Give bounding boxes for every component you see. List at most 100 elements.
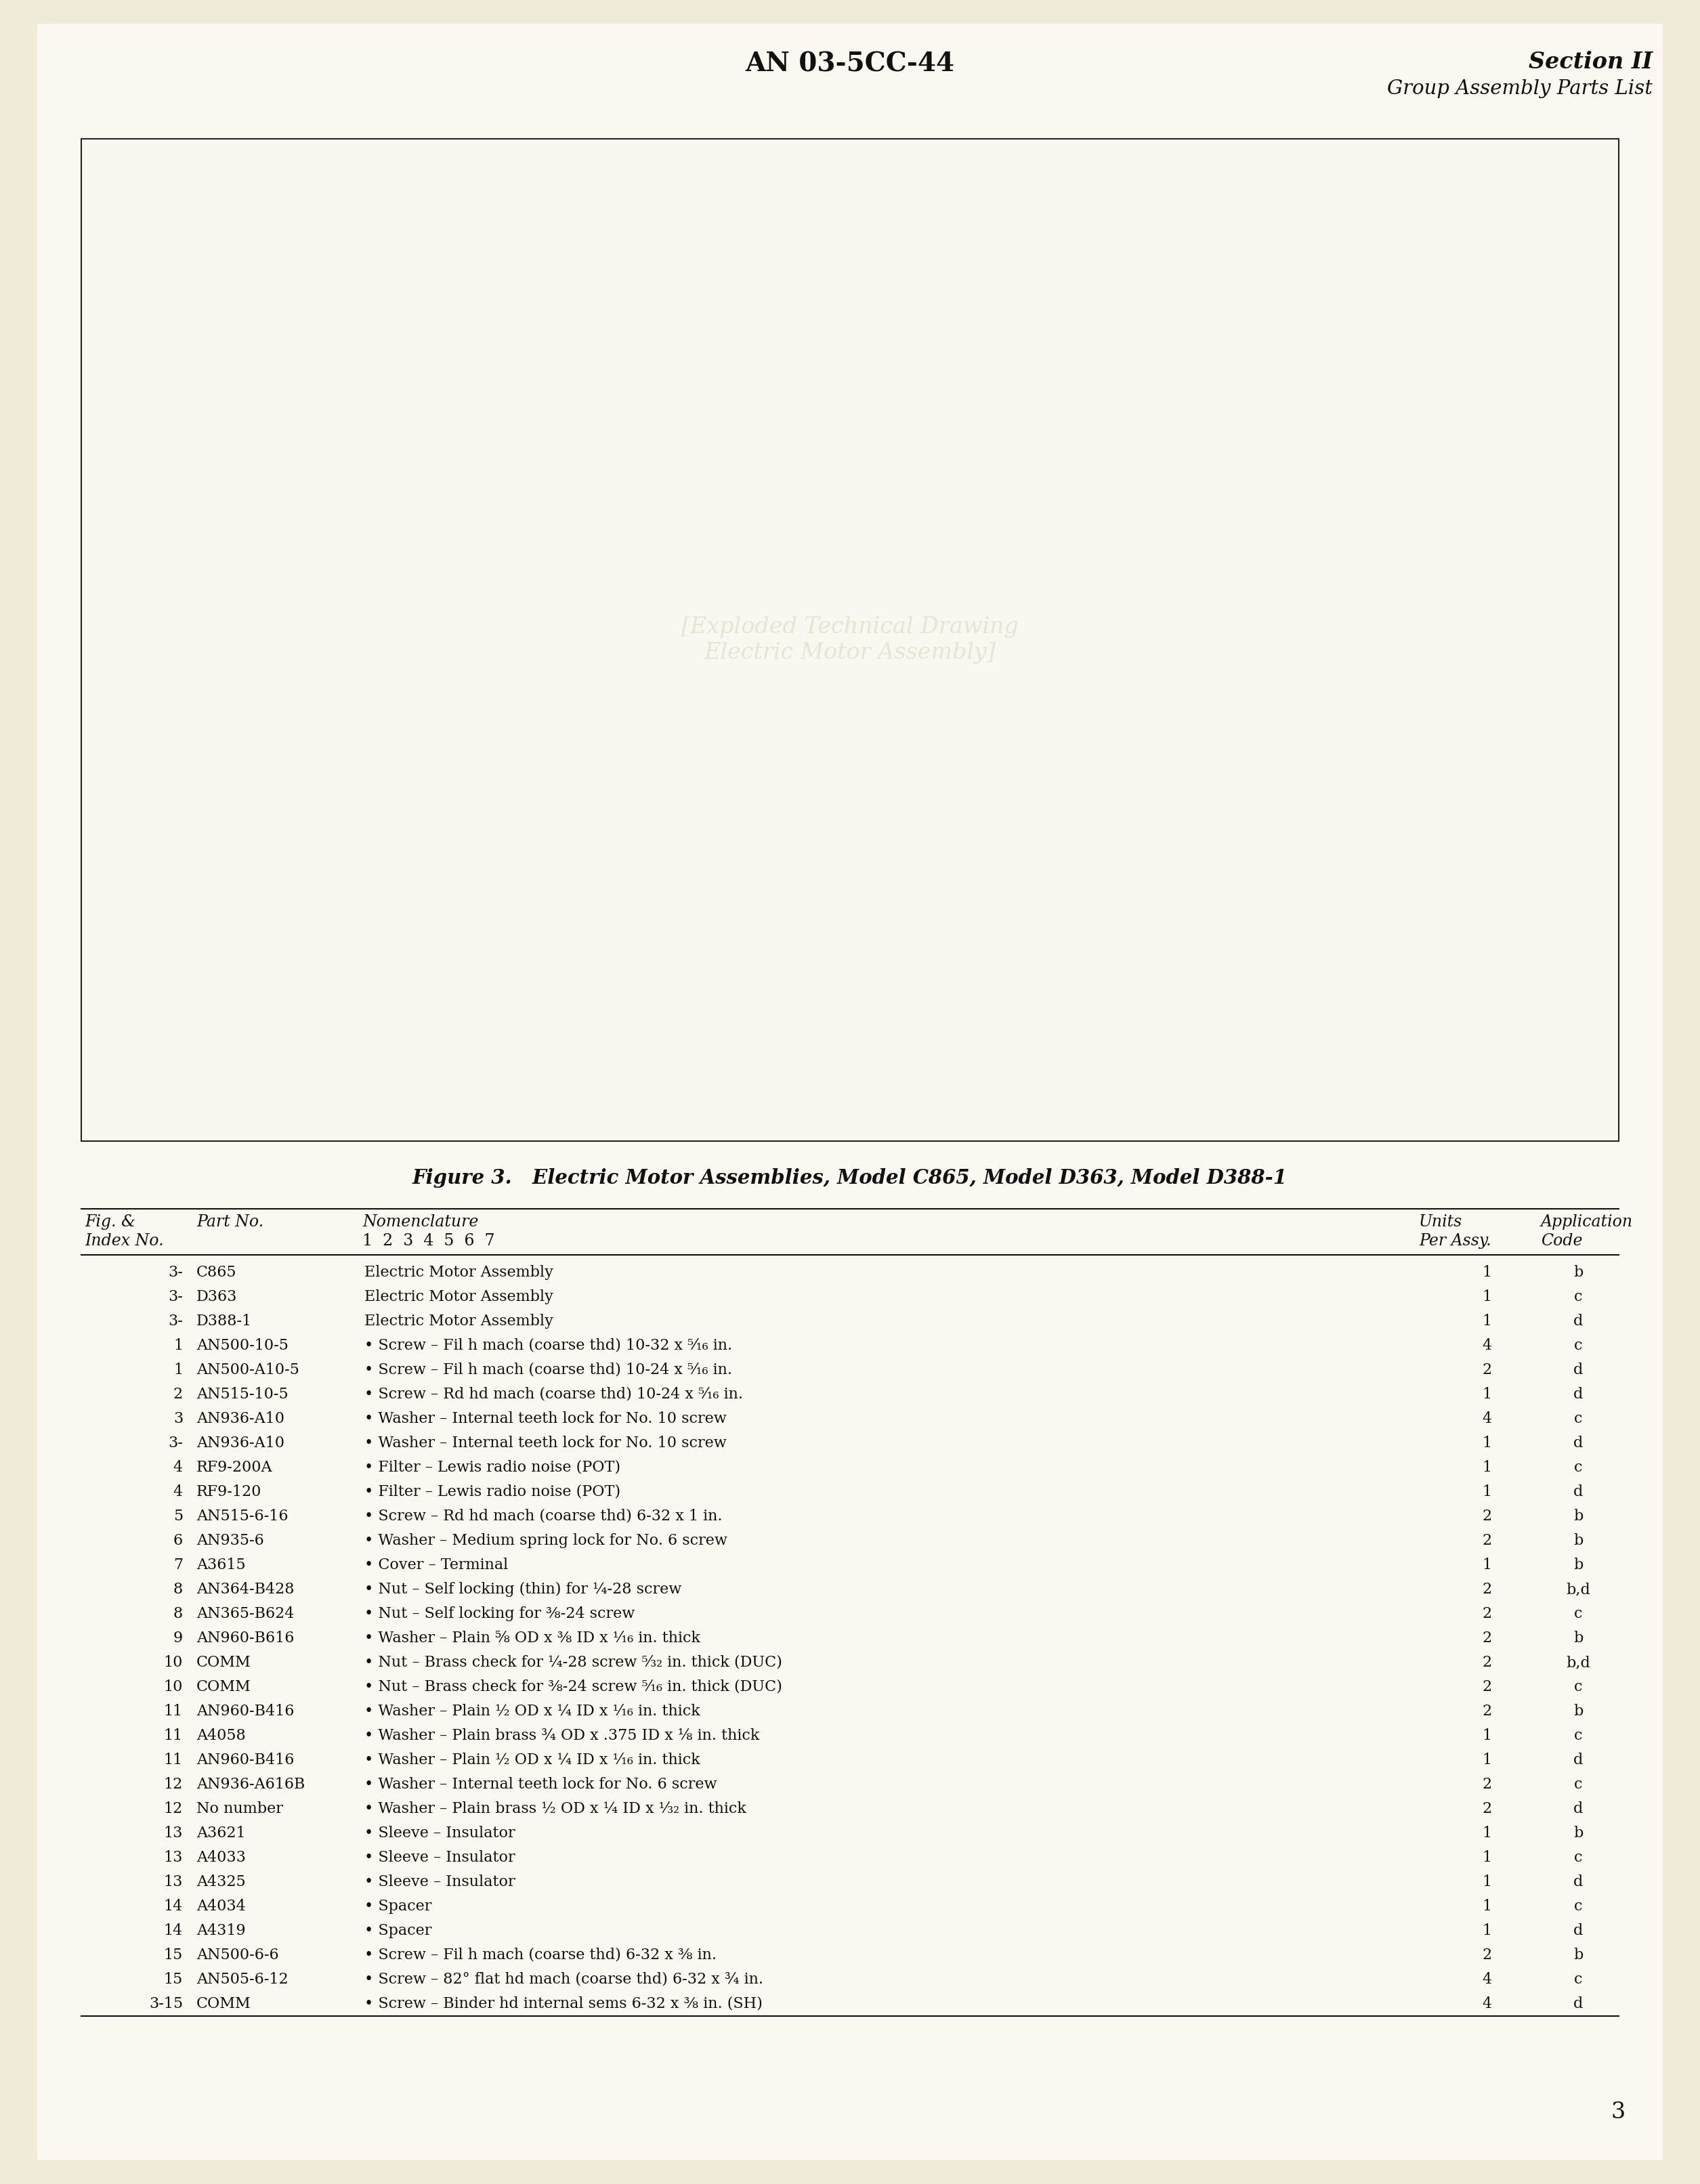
Text: 3-: 3- bbox=[168, 1435, 184, 1450]
Text: Per Assy.: Per Assy. bbox=[1419, 1234, 1491, 1249]
Text: 9: 9 bbox=[173, 1631, 184, 1645]
Text: AN960-B416: AN960-B416 bbox=[197, 1752, 294, 1767]
Text: 3-: 3- bbox=[168, 1315, 184, 1328]
Text: 1: 1 bbox=[173, 1363, 184, 1378]
Text: • Screw – Rd hd mach (coarse thd) 10-24 x ⁵⁄₁₆ in.: • Screw – Rd hd mach (coarse thd) 10-24 … bbox=[364, 1387, 743, 1402]
Text: C865: C865 bbox=[197, 1265, 236, 1280]
Text: • Washer – Plain ½ OD x ¼ ID x ¹⁄₁₆ in. thick: • Washer – Plain ½ OD x ¼ ID x ¹⁄₁₆ in. … bbox=[364, 1752, 700, 1767]
Text: Application: Application bbox=[1540, 1214, 1634, 1230]
Text: • Cover – Terminal: • Cover – Terminal bbox=[364, 1557, 508, 1572]
Text: b: b bbox=[1572, 1557, 1583, 1572]
Text: 11: 11 bbox=[163, 1752, 184, 1767]
Text: Electric Motor Assembly: Electric Motor Assembly bbox=[364, 1265, 552, 1280]
Text: • Sleeve – Insulator: • Sleeve – Insulator bbox=[364, 1874, 515, 1889]
Text: 2: 2 bbox=[1482, 1581, 1491, 1597]
Text: AN500-10-5: AN500-10-5 bbox=[197, 1339, 289, 1354]
Text: • Washer – Medium spring lock for No. 6 screw: • Washer – Medium spring lock for No. 6 … bbox=[364, 1533, 728, 1548]
Text: b: b bbox=[1572, 1826, 1583, 1841]
Text: Index No.: Index No. bbox=[85, 1234, 163, 1249]
Text: D363: D363 bbox=[197, 1289, 238, 1304]
Text: 13: 13 bbox=[163, 1874, 184, 1889]
Text: • Washer – Plain brass ¾ OD x .375 ID x ⅛ in. thick: • Washer – Plain brass ¾ OD x .375 ID x … bbox=[364, 1728, 760, 1743]
Text: • Nut – Self locking for ⅜-24 screw: • Nut – Self locking for ⅜-24 screw bbox=[364, 1607, 634, 1621]
Text: b: b bbox=[1572, 1509, 1583, 1524]
Text: AN500-A10-5: AN500-A10-5 bbox=[197, 1363, 299, 1378]
Text: A3615: A3615 bbox=[197, 1557, 245, 1572]
Text: A4034: A4034 bbox=[197, 1898, 246, 1913]
Text: d: d bbox=[1572, 1485, 1583, 1500]
Text: Electric Motor Assembly: Electric Motor Assembly bbox=[364, 1315, 552, 1328]
Text: 1: 1 bbox=[1482, 1898, 1491, 1913]
Text: 1: 1 bbox=[1482, 1289, 1491, 1304]
Text: 1: 1 bbox=[1482, 1826, 1491, 1841]
Text: AN515-6-16: AN515-6-16 bbox=[197, 1509, 289, 1524]
Text: 10: 10 bbox=[163, 1679, 184, 1695]
Text: c: c bbox=[1574, 1411, 1583, 1426]
Text: • Screw – Rd hd mach (coarse thd) 6-32 x 1 in.: • Screw – Rd hd mach (coarse thd) 6-32 x… bbox=[364, 1509, 722, 1524]
Text: 2: 2 bbox=[1482, 1802, 1491, 1817]
Text: 1: 1 bbox=[1482, 1387, 1491, 1402]
Text: • Washer – Plain ⅝ OD x ⅜ ID x ¹⁄₁₆ in. thick: • Washer – Plain ⅝ OD x ⅜ ID x ¹⁄₁₆ in. … bbox=[364, 1631, 700, 1645]
Text: 2: 2 bbox=[1482, 1533, 1491, 1548]
Text: b: b bbox=[1572, 1533, 1583, 1548]
Text: 2: 2 bbox=[1482, 1778, 1491, 1791]
Text: d: d bbox=[1572, 1924, 1583, 1937]
Text: • Washer – Internal teeth lock for No. 6 screw: • Washer – Internal teeth lock for No. 6… bbox=[364, 1778, 717, 1791]
Text: 13: 13 bbox=[163, 1826, 184, 1841]
Text: RF9-200A: RF9-200A bbox=[197, 1461, 272, 1474]
Text: 1: 1 bbox=[1482, 1461, 1491, 1474]
Text: b: b bbox=[1572, 1631, 1583, 1645]
Text: AN960-B416: AN960-B416 bbox=[197, 1704, 294, 1719]
Text: • Nut – Brass check for ¼-28 screw ⁵⁄₃₂ in. thick (DUC): • Nut – Brass check for ¼-28 screw ⁵⁄₃₂ … bbox=[364, 1655, 782, 1671]
Text: Fig. &: Fig. & bbox=[85, 1214, 136, 1230]
Bar bbox=[83, 140, 1617, 1140]
Text: • Sleeve – Insulator: • Sleeve – Insulator bbox=[364, 1850, 515, 1865]
Text: AN936-A10: AN936-A10 bbox=[197, 1435, 284, 1450]
Text: 1: 1 bbox=[1482, 1874, 1491, 1889]
Text: 2: 2 bbox=[1482, 1655, 1491, 1671]
Text: 3-15: 3-15 bbox=[150, 1996, 184, 2011]
Text: 8: 8 bbox=[173, 1607, 184, 1621]
Text: b: b bbox=[1572, 1265, 1583, 1280]
Text: 1: 1 bbox=[1482, 1557, 1491, 1572]
Text: Units: Units bbox=[1419, 1214, 1462, 1230]
Text: [Exploded Technical Drawing
Electric Motor Assembly]: [Exploded Technical Drawing Electric Mot… bbox=[682, 616, 1018, 664]
Text: 15: 15 bbox=[163, 1972, 184, 1987]
Text: 1: 1 bbox=[1482, 1752, 1491, 1767]
Text: 12: 12 bbox=[163, 1802, 184, 1817]
Text: 12: 12 bbox=[163, 1778, 184, 1791]
Text: 2: 2 bbox=[1482, 1704, 1491, 1719]
Text: Group Assembly Parts List: Group Assembly Parts List bbox=[1387, 79, 1652, 98]
Text: 3-: 3- bbox=[168, 1289, 184, 1304]
Text: Section II: Section II bbox=[1528, 50, 1652, 72]
Text: 11: 11 bbox=[163, 1704, 184, 1719]
Text: 14: 14 bbox=[163, 1898, 184, 1913]
Text: AN935-6: AN935-6 bbox=[197, 1533, 264, 1548]
Text: 1: 1 bbox=[1482, 1850, 1491, 1865]
Text: 1: 1 bbox=[1482, 1728, 1491, 1743]
Text: AN364-B428: AN364-B428 bbox=[197, 1581, 294, 1597]
Text: 1: 1 bbox=[1482, 1924, 1491, 1937]
Text: • Screw – Fil h mach (coarse thd) 6-32 x ⅜ in.: • Screw – Fil h mach (coarse thd) 6-32 x… bbox=[364, 1948, 717, 1963]
Text: d: d bbox=[1572, 1387, 1583, 1402]
Text: 7: 7 bbox=[173, 1557, 184, 1572]
Text: c: c bbox=[1574, 1972, 1583, 1987]
Text: 1  2  3  4  5  6  7: 1 2 3 4 5 6 7 bbox=[362, 1234, 495, 1249]
Text: • Sleeve – Insulator: • Sleeve – Insulator bbox=[364, 1826, 515, 1841]
Text: COMM: COMM bbox=[197, 1679, 252, 1695]
Text: 1: 1 bbox=[1482, 1265, 1491, 1280]
Text: b: b bbox=[1572, 1704, 1583, 1719]
Text: 4: 4 bbox=[1482, 1411, 1491, 1426]
Text: • Filter – Lewis radio noise (POT): • Filter – Lewis radio noise (POT) bbox=[364, 1485, 620, 1500]
Text: D388-1: D388-1 bbox=[197, 1315, 252, 1328]
Bar bbox=[82, 140, 1618, 1140]
Text: Nomenclature: Nomenclature bbox=[362, 1214, 478, 1230]
Text: 4: 4 bbox=[1482, 1972, 1491, 1987]
Text: • Nut – Brass check for ⅜-24 screw ⁵⁄₁₆ in. thick (DUC): • Nut – Brass check for ⅜-24 screw ⁵⁄₁₆ … bbox=[364, 1679, 782, 1695]
Text: Code: Code bbox=[1540, 1234, 1583, 1249]
Text: c: c bbox=[1574, 1339, 1583, 1354]
Text: • Screw – Binder hd internal sems 6-32 x ⅜ in. (SH): • Screw – Binder hd internal sems 6-32 x… bbox=[364, 1996, 763, 2011]
Text: • Spacer: • Spacer bbox=[364, 1898, 432, 1913]
Text: 2: 2 bbox=[1482, 1607, 1491, 1621]
Text: A4325: A4325 bbox=[197, 1874, 245, 1889]
